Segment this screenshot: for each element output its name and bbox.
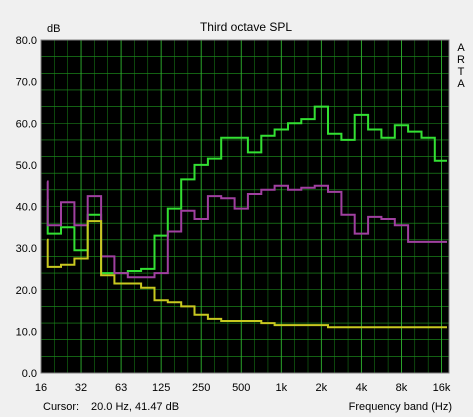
y-tick-label: 40.0 [16, 202, 37, 214]
side-label-letter: R [457, 54, 465, 66]
side-label-letter: A [457, 78, 465, 90]
curves [46, 105, 447, 329]
x-tick-label: 32 [75, 382, 87, 394]
chart-title: Third octave SPL [200, 20, 292, 34]
x-tick-label: 8k [396, 382, 408, 394]
y-tick-labels: 0.0 10.0 20.0 30.0 40.0 50.0 60.0 70.0 80.0 [16, 35, 37, 380]
x-tick-label: 1k [275, 382, 287, 394]
x-tick-label: 4k [356, 382, 368, 394]
x-tick-label: 16 [35, 382, 47, 394]
cursor-label: Cursor: [43, 401, 79, 413]
side-label-letter: T [458, 66, 465, 78]
x-tick-label: 16k [433, 382, 451, 394]
x-axis-label: Frequency band (Hz) [349, 401, 452, 413]
y-tick-label: 20.0 [16, 285, 37, 297]
x-tick-label: 125 [152, 382, 170, 394]
y-tick-label: 70.0 [16, 77, 37, 89]
grid [41, 40, 449, 373]
side-label-letter: A [457, 42, 465, 54]
y-tick-label: 30.0 [16, 243, 37, 255]
x-tick-label: 63 [115, 382, 127, 394]
x-tick-label: 2k [316, 382, 328, 394]
y-tick-label: 50.0 [16, 160, 37, 172]
y-tick-label: 80.0 [16, 35, 37, 47]
series-curve-2 [46, 220, 447, 329]
plot-frame [40, 39, 450, 374]
y-tick-label: 10.0 [16, 326, 37, 338]
x-tick-labels: 16 32 63 125 250 500 1k 2k 4k 8k 16k [35, 382, 451, 394]
x-tick-label: 500 [232, 382, 250, 394]
y-tick-label: 0.0 [22, 368, 37, 380]
cursor-readout: 20.0 Hz, 41.47 dB [91, 401, 179, 413]
x-tick-label: 250 [192, 382, 210, 394]
y-tick-label: 60.0 [16, 118, 37, 130]
y-axis-unit: dB [47, 23, 60, 35]
